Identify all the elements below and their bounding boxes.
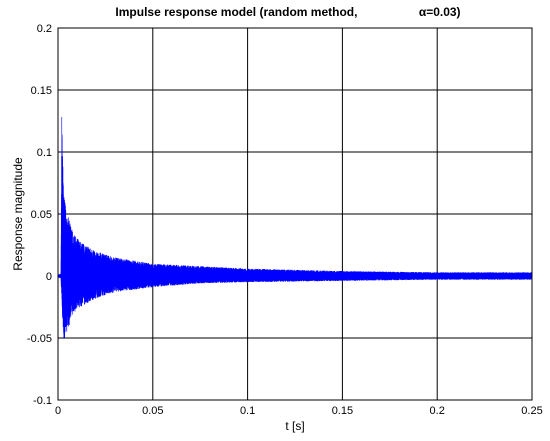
x-tick-label: 0.2 <box>430 405 445 417</box>
y-tick-label: -0.1 <box>33 395 52 407</box>
chart-title-param: α=0.03) <box>419 5 461 19</box>
signal-layer <box>57 117 533 339</box>
y-tick-label: 0.1 <box>37 147 52 159</box>
axis-ticks: 0 0.05 0.1 0.15 0.2 0.25 -0.1 -0.05 0 0.05 0.1 0.15… <box>27 23 543 417</box>
chart-title: Impulse response model (random method, α… <box>115 5 460 19</box>
y-axis-label: Response magnitude <box>11 157 25 271</box>
plot-border <box>57 27 533 401</box>
y-tick-label: 0.05 <box>31 209 52 221</box>
x-axis-label: t [s] <box>285 419 304 433</box>
x-tick-label: 0.05 <box>142 405 163 417</box>
y-tick-label: -0.05 <box>27 333 52 345</box>
x-tick-label: 0.1 <box>240 405 255 417</box>
x-tick-label: 0.25 <box>521 405 542 417</box>
y-tick-label: 0 <box>46 271 52 283</box>
signal-line <box>57 117 533 339</box>
y-tick-label: 0.2 <box>37 23 52 35</box>
chart-title-main: Impulse response model (random method, <box>115 5 357 19</box>
x-tick-label: 0.15 <box>332 405 353 417</box>
y-tick-label: 0.15 <box>31 85 52 97</box>
x-tick-label: 0 <box>55 405 61 417</box>
